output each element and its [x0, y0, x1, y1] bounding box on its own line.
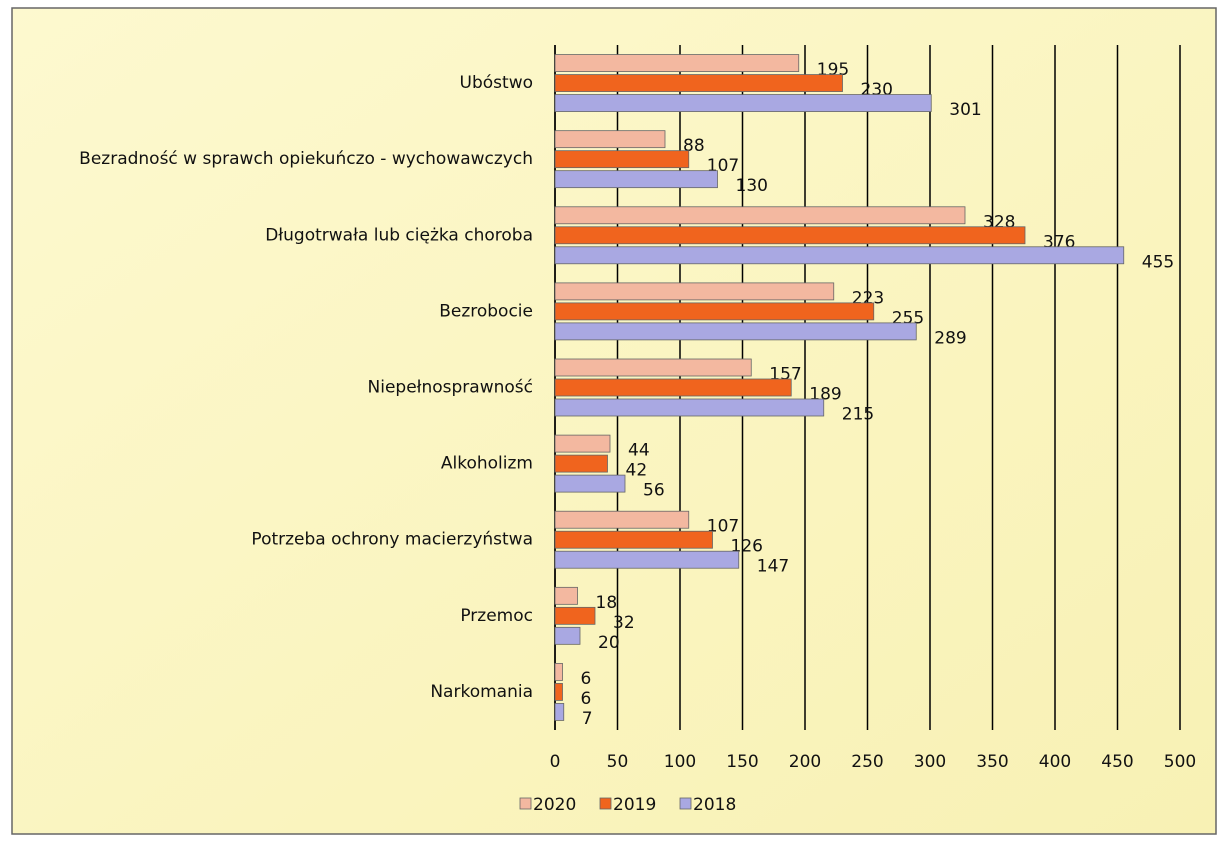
value-label: 215: [842, 405, 874, 425]
legend-swatch: [519, 797, 532, 810]
bar: [554, 606, 596, 625]
y-tick-label: Potrzeba ochrony macierzyństwa: [251, 530, 533, 550]
bar: [554, 322, 917, 341]
x-tick-label: 100: [664, 752, 696, 772]
value-label: 56: [643, 481, 665, 501]
bar: [554, 206, 966, 225]
bar: [554, 550, 740, 569]
legend-label: 2018: [693, 795, 736, 815]
x-tick-label: 500: [1164, 752, 1196, 772]
bar: [554, 663, 563, 681]
value-label: 32: [613, 613, 635, 633]
bar: [554, 378, 792, 397]
x-tick-label: 0: [550, 752, 561, 772]
y-tick-label: Bezrobocie: [439, 301, 533, 321]
x-tick-label: 200: [789, 752, 821, 772]
value-label: 18: [596, 593, 618, 613]
bar: [554, 74, 843, 92]
value-label: 301: [949, 100, 981, 120]
value-label: 147: [757, 557, 789, 577]
y-tick-label: Bezradność w sprawch opiekuńczo - wychow…: [79, 149, 533, 169]
value-label: 455: [1142, 252, 1174, 272]
x-tick-label: 350: [976, 752, 1008, 772]
bar: [554, 94, 932, 112]
bar: [554, 170, 718, 189]
value-label: 107: [707, 517, 739, 537]
y-tick-label: Niepełnosprawność: [368, 378, 534, 398]
bar: [554, 54, 800, 72]
bar: [554, 226, 1026, 245]
legend-label: 2020: [533, 795, 576, 815]
x-tick-label: 400: [1039, 752, 1071, 772]
value-label: 130: [736, 176, 768, 196]
value-label: 7: [582, 709, 593, 729]
bar: [554, 474, 626, 493]
bar: [554, 302, 875, 321]
bar: [554, 683, 563, 701]
y-tick-label: Alkoholizm: [441, 454, 533, 474]
bar: [554, 358, 752, 377]
bar: [554, 246, 1125, 265]
bar: [554, 510, 690, 529]
bar: [554, 586, 578, 605]
value-label: 44: [628, 441, 650, 461]
y-tick-label: Narkomania: [430, 682, 533, 702]
x-tick-label: 300: [914, 752, 946, 772]
bar: [554, 282, 835, 301]
bar: [554, 626, 581, 645]
value-label: 289: [934, 328, 966, 348]
value-label: 20: [598, 633, 620, 653]
bar: [554, 398, 825, 417]
x-tick-label: 150: [726, 752, 758, 772]
legend-label: 2019: [613, 795, 656, 815]
y-tick-label: Długotrwała lub ciężka choroba: [265, 225, 533, 245]
value-label: 42: [626, 461, 648, 481]
value-label: 6: [581, 669, 592, 689]
bar: [554, 530, 713, 549]
bar: [554, 454, 608, 473]
bar: [554, 130, 666, 149]
bar: [554, 703, 565, 721]
x-tick-label: 450: [1101, 752, 1133, 772]
y-tick-label: Przemoc: [460, 606, 533, 626]
x-tick-label: 50: [607, 752, 629, 772]
bar: [554, 434, 611, 453]
bar: [554, 150, 690, 169]
legend-swatch: [679, 797, 692, 810]
legend-swatch: [599, 797, 612, 810]
y-tick-label: Ubóstwo: [460, 73, 533, 93]
x-tick-label: 250: [851, 752, 883, 772]
value-label: 6: [581, 689, 592, 709]
